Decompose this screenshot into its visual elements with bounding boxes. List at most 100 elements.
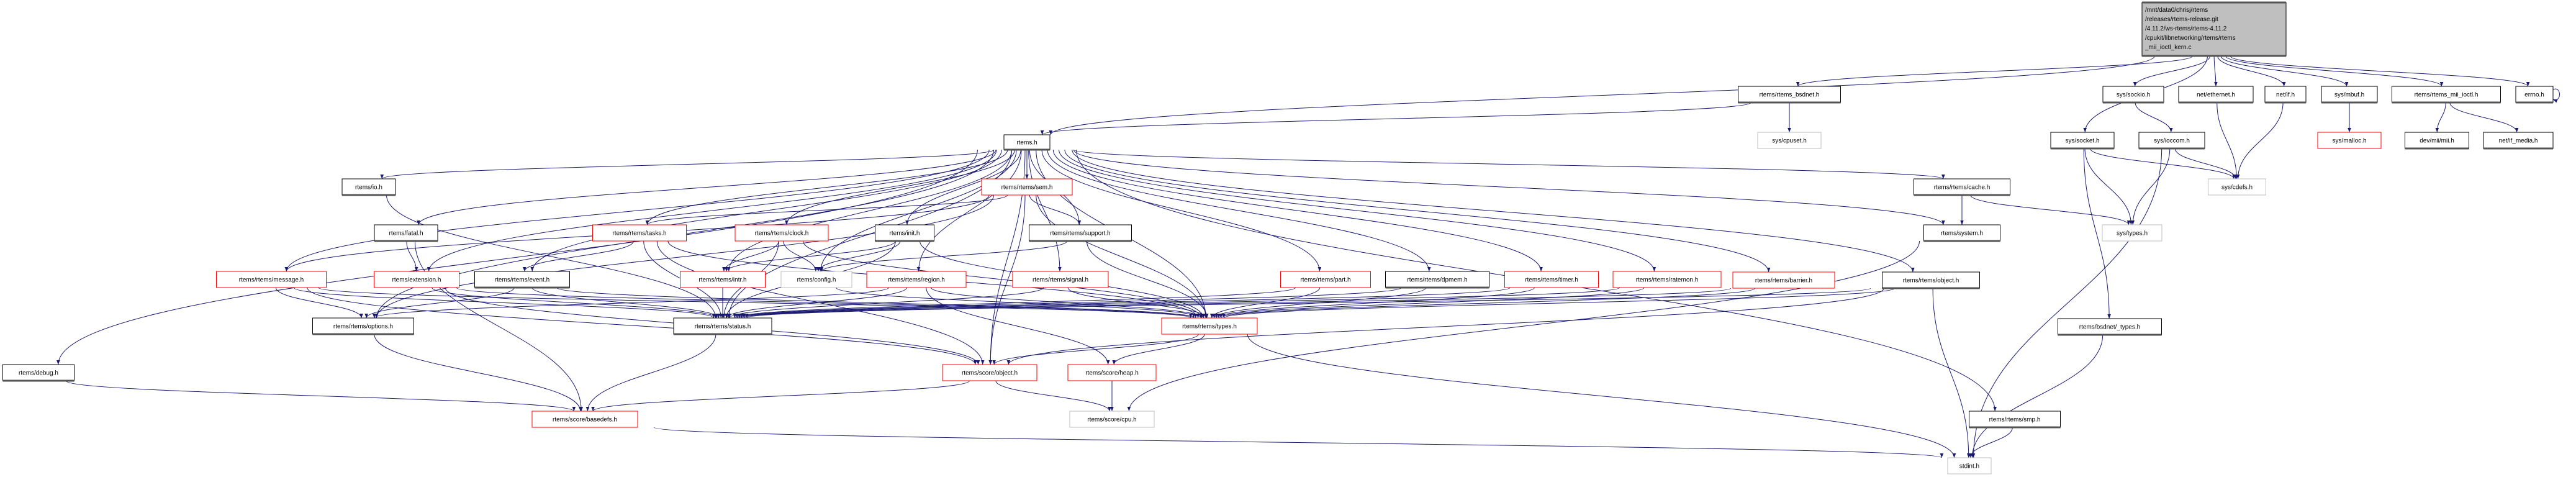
node-options[interactable]: rtems/rtems/options.h bbox=[312, 317, 414, 335]
node-box bbox=[1757, 132, 1822, 149]
node-label: rtems/system.h bbox=[1941, 230, 1983, 237]
node-label: sys/socket.h bbox=[2065, 138, 2099, 145]
edge-root-to-bsdnet bbox=[1796, 55, 2194, 87]
node-malloc: sys/malloc.h bbox=[2317, 132, 2382, 149]
edge-extension-to-types bbox=[456, 287, 1195, 319]
node-label: net/if_media.h bbox=[2499, 138, 2538, 145]
node-box bbox=[374, 271, 459, 288]
node-ioccom[interactable]: sys/ioccom.h bbox=[2138, 132, 2205, 150]
node-ethernet[interactable]: net/ethernet.h bbox=[2178, 86, 2254, 104]
node-errno[interactable]: errno.h bbox=[2515, 86, 2554, 104]
edge-ioccom-to-stdint bbox=[1971, 148, 2162, 458]
node-label: rtems/rtems/barrier.h bbox=[1755, 278, 1812, 284]
node-sobject: rtems/score/object.h bbox=[942, 364, 1037, 381]
node-box bbox=[1732, 271, 1835, 289]
edge-sem-to-types bbox=[1036, 194, 1208, 319]
node-io[interactable]: rtems/io.h bbox=[341, 178, 396, 196]
edge-rtems_h-to-part bbox=[1041, 149, 1322, 272]
edge-event-to-options bbox=[364, 287, 515, 319]
edge-message-to-types bbox=[318, 287, 1193, 319]
node-box bbox=[2141, 2, 2287, 57]
node-label-line: /releases/rtems-release.git bbox=[2145, 16, 2218, 23]
node-event[interactable]: rtems/rtems/event.h bbox=[474, 271, 570, 289]
node-config: rtems/config.h bbox=[780, 271, 852, 288]
edge-root-to-rtems_h bbox=[1049, 55, 2155, 135]
node-label: sys/cpuset.h bbox=[1772, 138, 1807, 145]
edge-root-to-mbuf bbox=[2220, 55, 2349, 87]
node-rtems_h[interactable]: rtems.h bbox=[1003, 134, 1051, 151]
edge-timer-to-types bbox=[1214, 287, 1535, 319]
edge-dpmem-to-status bbox=[735, 287, 1402, 319]
node-bsdnet[interactable]: rtems/rtems_bsdnet.h bbox=[1738, 86, 1841, 104]
node-fatal[interactable]: rtems/fatal.h bbox=[374, 224, 438, 242]
edge-ethernet-to-cdefs bbox=[2217, 102, 2239, 179]
edge-root-to-miiioctl bbox=[2225, 55, 2444, 87]
node-box bbox=[673, 317, 772, 335]
node-label: rtems/rtems/signal.h bbox=[1033, 277, 1088, 284]
node-box bbox=[680, 271, 766, 288]
node-systypes: sys/types.h bbox=[2102, 224, 2162, 242]
edge-miiioctl-to-ifmedia bbox=[2449, 102, 2519, 133]
edge-rtems_h-to-config bbox=[819, 149, 1017, 272]
node-cache[interactable]: rtems/rtems/cache.h bbox=[1914, 178, 2010, 196]
node-label: rtems/rtems/clock.h bbox=[755, 230, 809, 237]
node-dpmem[interactable]: rtems/rtems/dpmem.h bbox=[1385, 271, 1489, 289]
edge-cache-to-systypes bbox=[1970, 194, 2131, 225]
edge-ioccom-to-cdefs bbox=[2174, 148, 2238, 179]
node-label-line: /4.11.2/ws-rtems/rtems-4.11.2 bbox=[2145, 25, 2227, 32]
edge-ratemon-to-types bbox=[1217, 287, 1645, 319]
node-socket[interactable]: sys/socket.h bbox=[2050, 132, 2115, 150]
edge-message-to-options bbox=[275, 287, 363, 319]
node-types: rtems/rtems/types.h bbox=[1161, 317, 1258, 335]
node-ifmedia[interactable]: net/if_media.h bbox=[2483, 132, 2554, 150]
node-sockio[interactable]: sys/sockio.h bbox=[2102, 86, 2164, 104]
node-init[interactable]: rtems/init.h bbox=[875, 224, 934, 242]
node-box bbox=[942, 364, 1037, 381]
node-box bbox=[531, 411, 638, 428]
node-timer: rtems/rtems/timer.h bbox=[1504, 271, 1599, 288]
edge-miiioctl-to-mii bbox=[2435, 102, 2446, 133]
node-label: rtems/rtems/event.h bbox=[495, 277, 549, 284]
node-status[interactable]: rtems/rtems/status.h bbox=[673, 317, 772, 335]
edge-root-to-ethernet bbox=[2213, 55, 2218, 87]
node-box bbox=[216, 271, 327, 288]
node-system[interactable]: rtems/system.h bbox=[1923, 224, 2000, 242]
node-object[interactable]: rtems/rtems/object.h bbox=[1882, 271, 1980, 289]
edge-sobject-to-basedefs bbox=[591, 380, 970, 412]
node-label: rtems/rtems/object.h bbox=[1903, 278, 1959, 284]
node-bsdtypes[interactable]: rtems/bsdnet/_types.h bbox=[2058, 318, 2162, 336]
node-netif[interactable]: net/if.h bbox=[2264, 86, 2307, 104]
node-label: net/ethernet.h bbox=[2197, 92, 2235, 99]
node-label: rtems/debug.h bbox=[19, 370, 58, 377]
edge-errno-to-errno bbox=[2552, 88, 2560, 103]
edge-barrier-to-types bbox=[1219, 288, 1756, 319]
edge-rtems_h-to-ratemon bbox=[1059, 149, 1656, 272]
node-debug[interactable]: rtems/debug.h bbox=[2, 364, 75, 382]
node-box bbox=[1280, 271, 1371, 288]
edge-rtems_h-to-barrier bbox=[1064, 149, 1771, 273]
node-mii[interactable]: dev/mii/mii.h bbox=[2405, 132, 2469, 150]
edge-part-to-status bbox=[733, 287, 1296, 319]
edge-object-to-sobject bbox=[1006, 288, 1884, 365]
node-box bbox=[474, 271, 570, 288]
node-label: sys/mbuf.h bbox=[2334, 92, 2364, 99]
edge-rtems_h-to-event bbox=[530, 149, 1002, 272]
edge-sem-to-support bbox=[1029, 194, 1082, 225]
node-support[interactable]: rtems/rtems/support.h bbox=[1029, 224, 1132, 242]
node-box bbox=[1738, 86, 1841, 103]
edge-support-to-types bbox=[1086, 240, 1209, 319]
edge-dpmem-to-types bbox=[1212, 287, 1427, 319]
node-mbuf[interactable]: sys/mbuf.h bbox=[2321, 86, 2378, 104]
node-smp[interactable]: rtems/rtems/smp.h bbox=[1969, 411, 2061, 429]
edge-ioccom-to-systypes bbox=[2131, 148, 2171, 225]
edge-options-to-basedefs bbox=[374, 334, 582, 412]
edge-rtems_h-to-clock bbox=[785, 149, 1015, 225]
node-signal: rtems/rtems/signal.h bbox=[1012, 271, 1109, 288]
node-label: rtems/init.h bbox=[890, 230, 920, 237]
node-miiioctl[interactable]: rtems/rtems_mii_ioctl.h bbox=[2392, 86, 2501, 104]
node-box bbox=[2, 364, 75, 381]
node-part: rtems/rtems/part.h bbox=[1280, 271, 1371, 288]
node-message: rtems/rtems/message.h bbox=[216, 271, 327, 288]
node-box bbox=[374, 224, 438, 242]
edge-init-to-config bbox=[816, 240, 901, 272]
